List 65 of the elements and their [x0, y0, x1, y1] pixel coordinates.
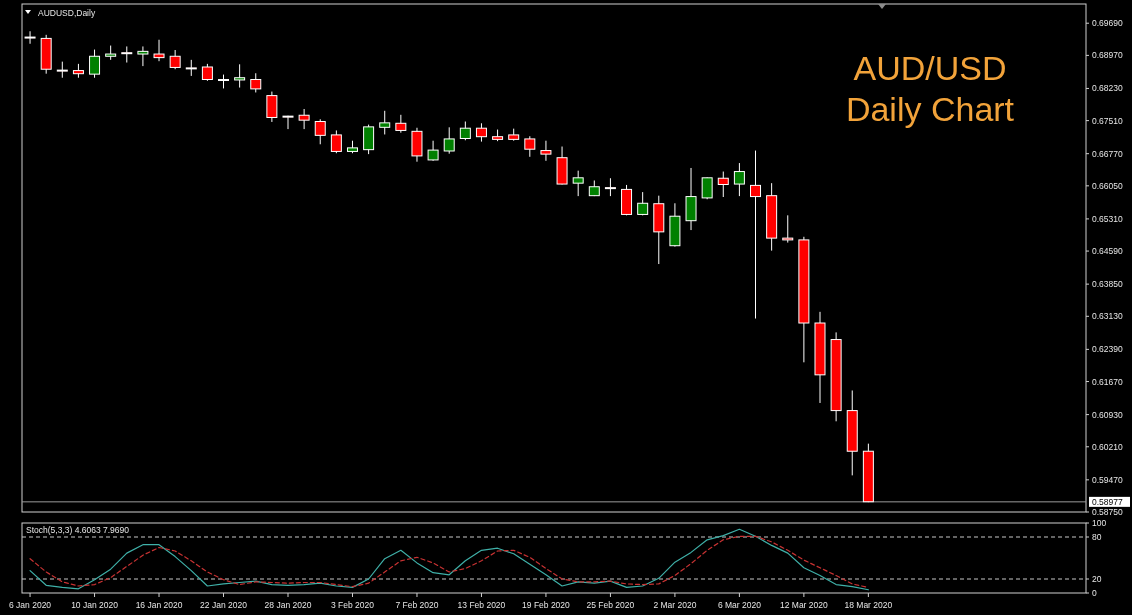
- candlestick: [459, 121, 471, 141]
- text: Daily Chart: [845, 90, 1015, 128]
- y-tick-label: 0.68970: [1092, 50, 1123, 61]
- x-tick-label: 13 Feb 2020: [457, 600, 506, 610]
- chart-title: Stoch(5,3,3) 4.6063 7.9690: [26, 525, 130, 535]
- x-tick-label: 16 Jan 2020: [135, 600, 183, 610]
- y-tick-label: 100: [1092, 518, 1107, 528]
- x-tick-label: 3 Feb 2020: [330, 600, 375, 610]
- candlestick: [266, 91, 278, 123]
- y-tick-label: 0.67510: [1092, 115, 1123, 126]
- y-tick-label: 20: [1092, 574, 1102, 584]
- y-tick-label: 0.68230: [1092, 83, 1123, 94]
- y-tick-label: 0.63850: [1092, 279, 1123, 290]
- candlestick: [24, 30, 36, 45]
- candlestick: [540, 140, 552, 162]
- y-tick-label: 0.62390: [1092, 344, 1123, 355]
- candlestick: [250, 72, 262, 93]
- candlestick: [234, 63, 246, 89]
- candlestick: [298, 108, 310, 130]
- x-tick-label: 25 Feb 2020: [586, 600, 635, 610]
- ref-line-label: 0.58977: [1092, 496, 1123, 507]
- y-tick-label: 0.66050: [1092, 180, 1123, 191]
- candlestick: [443, 126, 455, 155]
- x-tick-label: 12 Mar 2020: [780, 600, 829, 610]
- x-tick-label: 28 Jan 2020: [264, 600, 312, 610]
- y-tick-label: 0.60210: [1092, 441, 1123, 452]
- candlestick: [427, 140, 439, 162]
- y-tick-label: 0.69690: [1092, 18, 1123, 29]
- candlestick: [750, 150, 762, 320]
- candlestick: [89, 49, 101, 79]
- x-tick-label: 6 Mar 2020: [717, 600, 762, 610]
- x-tick-label: 22 Jan 2020: [200, 600, 248, 610]
- y-tick-label: 80: [1092, 532, 1102, 542]
- y-tick-label: 0.63130: [1092, 311, 1123, 322]
- y-tick-label: 0.65310: [1092, 213, 1123, 224]
- candlestick: [153, 39, 165, 62]
- candlestick: [169, 49, 181, 70]
- x-tick-label: 7 Feb 2020: [395, 600, 439, 610]
- x-tick-label: 2 Mar 2020: [653, 600, 697, 610]
- y-tick-label: 0.58750: [1092, 507, 1123, 517]
- candlestick: [137, 45, 149, 67]
- x-tick-label: 10 Jan 2020: [71, 600, 119, 610]
- x-tick-label: 19 Feb 2020: [522, 600, 571, 610]
- candlestick: [282, 115, 294, 130]
- candlestick: [379, 110, 391, 135]
- candlestick: [121, 45, 133, 64]
- candlestick: [524, 135, 536, 158]
- x-tick-label: 6 Jan 2020: [9, 600, 52, 610]
- candlestick: [475, 122, 487, 143]
- y-tick-label: 0.61670: [1092, 376, 1123, 387]
- candlestick: [363, 124, 375, 155]
- candlestick: [314, 118, 326, 145]
- y-tick-label: 0.59470: [1092, 474, 1123, 485]
- text: AUD/USD: [853, 49, 1007, 87]
- candlestick: [733, 162, 745, 197]
- y-tick-label: 0.66770: [1092, 148, 1123, 159]
- y-tick-label: 0.60930: [1092, 409, 1123, 420]
- annotation: AUDUSD,Daily: [38, 8, 96, 18]
- candlestick: [717, 171, 729, 198]
- y-tick-label: 0: [1092, 588, 1097, 598]
- y-tick-label: 0.64590: [1092, 246, 1123, 257]
- candlestick: [330, 129, 342, 154]
- candlestick: [572, 170, 584, 197]
- x-tick-label: 18 Mar 2020: [844, 600, 893, 610]
- candlestick: [782, 214, 794, 244]
